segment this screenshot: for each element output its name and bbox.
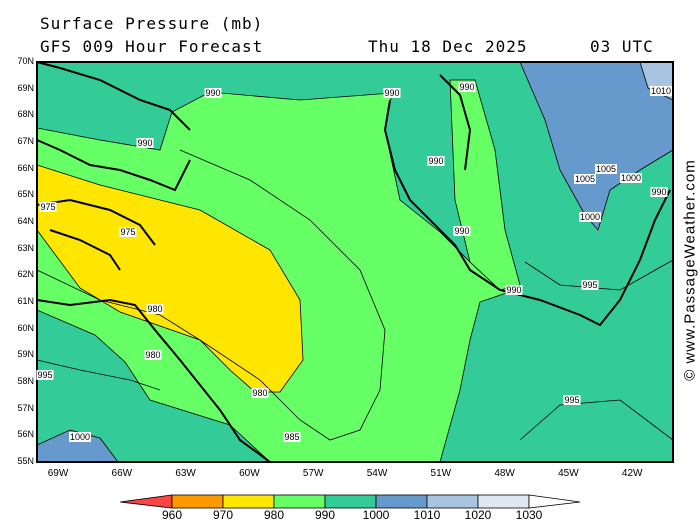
forecast-date: Thu 18 Dec 2025 <box>368 37 528 56</box>
legend-label: 1000 <box>362 508 390 522</box>
longitude-tick-label: 60W <box>239 468 260 479</box>
legend-label: 970 <box>212 508 234 522</box>
latitude-tick-label: 66N <box>17 162 34 173</box>
longitude-tick-label: 66W <box>111 468 133 479</box>
legend-swatch-960 <box>171 494 224 509</box>
legend-label: 980 <box>263 508 285 522</box>
latitude-tick-label: 61N <box>17 296 34 306</box>
isobar-label: 1010 <box>649 86 673 96</box>
legend-swatch-980 <box>273 494 326 509</box>
legend-label: 960 <box>161 508 183 522</box>
legend-swatch-1010 <box>426 494 479 509</box>
longitude-tick-label: 54W <box>366 468 388 479</box>
isobar-label: 995 <box>563 395 581 405</box>
latitude-tick-label: 67N <box>17 136 34 146</box>
longitude-tick-label: 69W <box>47 468 69 479</box>
legend-swatch-970 <box>222 494 275 509</box>
isobar-label: 990 <box>204 88 222 98</box>
forecast-time: 03 UTC <box>590 37 654 56</box>
isobar-label: 985 <box>283 432 301 442</box>
latitude-tick-label: 58N <box>17 376 34 386</box>
latitude-tick-label: 56N <box>17 429 34 440</box>
isobar-label: 990 <box>383 88 401 98</box>
longitude-tick-label: 48W <box>494 468 515 479</box>
isobar-label: 975 <box>119 227 137 237</box>
latitude-tick-label: 65N <box>17 189 34 200</box>
legend-swatch-below-960 <box>119 494 173 509</box>
map-title: Surface Pressure (mb) <box>40 14 264 33</box>
latitude-tick-label: 62N <box>17 269 34 280</box>
latitude-tick-label: 63N <box>17 242 34 253</box>
isobar-label: 975 <box>39 202 57 212</box>
latitude-tick-label: 60N <box>17 322 34 333</box>
longitude-tick-label: 51W <box>430 468 452 479</box>
latitude-tick-label: 64N <box>17 216 34 226</box>
forecast-label: GFS 009 Hour Forecast <box>40 37 264 56</box>
isobar-label: 990 <box>427 156 445 166</box>
longitude-tick-label: 45W <box>558 468 579 479</box>
isobar-label: 995 <box>36 370 54 380</box>
isobar-label: 990 <box>136 138 154 148</box>
latitude-tick-label: 70N <box>17 56 34 66</box>
longitude-tick-label: 63W <box>175 468 196 479</box>
isobar-label: 1005 <box>594 164 618 174</box>
longitude-tick-label: 57W <box>302 468 324 479</box>
legend-label: 1010 <box>413 508 441 522</box>
latitude-tick-label: 59N <box>17 349 34 360</box>
isobar-label: 1000 <box>619 173 643 183</box>
isobar-label: 995 <box>581 280 599 290</box>
credit-watermark: © www.PassageWeather.com <box>681 159 699 381</box>
isobar-label: 990 <box>453 226 471 236</box>
isobar-label: 990 <box>458 82 476 92</box>
legend-swatch-above-1030 <box>528 494 581 509</box>
isobar-label: 1000 <box>578 212 602 222</box>
legend-swatch-990 <box>324 494 377 509</box>
isobar-label: 1000 <box>68 432 92 442</box>
coastline <box>36 61 671 463</box>
map-frame <box>36 61 674 463</box>
isobar-label: 1005 <box>573 174 597 184</box>
legend-swatch-1020 <box>477 494 530 509</box>
longitude-tick-label: 42W <box>621 468 643 479</box>
latitude-tick-label: 69N <box>17 82 34 93</box>
latitude-tick-label: 68N <box>17 109 34 120</box>
isobar-label: 990 <box>505 285 523 295</box>
latitude-tick-label: 55N <box>17 456 34 466</box>
legend-label: 990 <box>314 508 336 522</box>
legend-colorbar <box>119 494 581 509</box>
isobar-label: 980 <box>144 350 162 360</box>
legend-label: 1020 <box>464 508 492 522</box>
legend-swatch-1000 <box>375 494 428 509</box>
isobar-label: 980 <box>146 304 164 314</box>
legend-label: 1030 <box>515 508 543 522</box>
latitude-tick-label: 57N <box>17 402 34 413</box>
isobar-label: 980 <box>251 388 269 398</box>
isobar-label: 990 <box>650 187 668 197</box>
